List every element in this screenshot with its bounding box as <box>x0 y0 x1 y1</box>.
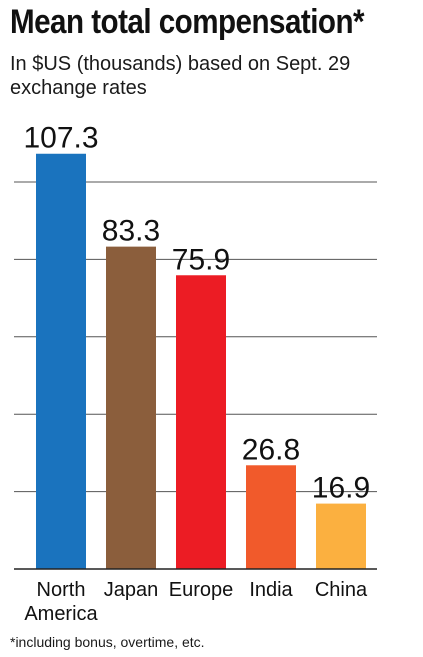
value-label-china: 16.9 <box>312 472 370 505</box>
bar-north-america <box>36 153 86 569</box>
category-label-japan: Japan <box>104 579 159 601</box>
chart-footnote: *including bonus, overtime, etc. <box>10 634 205 650</box>
category-label-india: India <box>249 579 293 601</box>
category-label-north-america: North America <box>24 579 98 625</box>
value-labels: 107.3 83.3 75.9 26.8 16.9 <box>23 122 370 505</box>
value-label-india: 26.8 <box>242 433 300 466</box>
bar-india <box>246 465 296 569</box>
value-label-europe: 75.9 <box>172 243 230 276</box>
bars <box>36 153 366 569</box>
bar-europe <box>176 275 226 569</box>
category-label-china: China <box>315 579 368 601</box>
bar-japan <box>106 246 156 569</box>
bar-china <box>316 503 366 569</box>
category-label-europe: Europe <box>169 579 234 601</box>
chart-subtitle: In $US (thousands) based on Sept. 29 exc… <box>10 53 351 99</box>
value-label-north-america: 107.3 <box>23 122 98 155</box>
value-label-japan: 83.3 <box>102 215 160 248</box>
chart-title: Mean total compensation* <box>10 3 365 41</box>
category-labels: North America Japan Europe India China <box>24 579 368 625</box>
